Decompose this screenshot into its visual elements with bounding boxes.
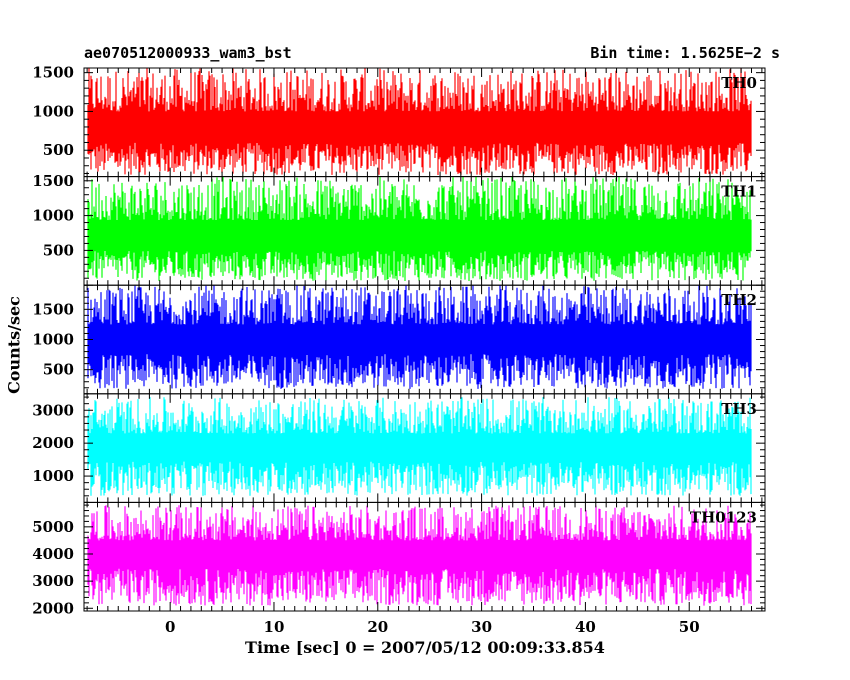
x-tick-label: 0 (165, 618, 175, 636)
plot-title: ae070512000933_wam3_bst (84, 44, 292, 62)
panel-label-th0123: TH0123 (690, 508, 757, 526)
panel-label-th1: TH1 (721, 183, 757, 201)
x-tick-label: 10 (264, 618, 285, 636)
y-tick-label: 1000 (32, 467, 74, 485)
y-tick-label: 1000 (32, 331, 74, 349)
y-tick-label: 500 (43, 241, 74, 259)
y-tick-label: 500 (43, 361, 74, 379)
panel-label-th2: TH2 (721, 291, 757, 309)
x-axis-label: Time [sec] 0 = 2007/05/12 00:09:33.854 (245, 638, 605, 657)
y-tick-label: 3000 (32, 401, 74, 419)
y-tick-label: 5000 (32, 518, 74, 536)
x-tick-label: 50 (679, 618, 700, 636)
series-th2 (87, 285, 752, 389)
panel-label-th0: TH0 (721, 74, 757, 92)
y-tick-label: 1000 (32, 207, 74, 225)
y-tick-label: 1500 (32, 64, 74, 82)
panel-frame-th0123 (83, 501, 766, 612)
y-tick-label: 1000 (32, 102, 74, 120)
bin-time-label: Bin time: 1.5625E−2 s (590, 44, 780, 62)
x-tick-label: 20 (367, 618, 388, 636)
x-tick-label: 30 (471, 618, 492, 636)
y-tick-label: 1500 (32, 172, 74, 190)
series-th0123 (87, 505, 752, 606)
y-tick-label: 3000 (32, 572, 74, 590)
series-th0 (87, 68, 752, 175)
series-th3 (87, 397, 752, 496)
y-tick-label: 2000 (32, 599, 74, 617)
y-tick-label: 4000 (32, 545, 74, 563)
series-th1 (87, 176, 752, 281)
x-tick-label: 40 (575, 618, 596, 636)
panel-label-th3: TH3 (721, 400, 757, 418)
y-tick-label: 2000 (32, 434, 74, 452)
y-tick-label: 500 (43, 141, 74, 159)
y-axis-label: Counts/sec (4, 296, 24, 394)
y-tick-label: 1500 (32, 300, 74, 318)
